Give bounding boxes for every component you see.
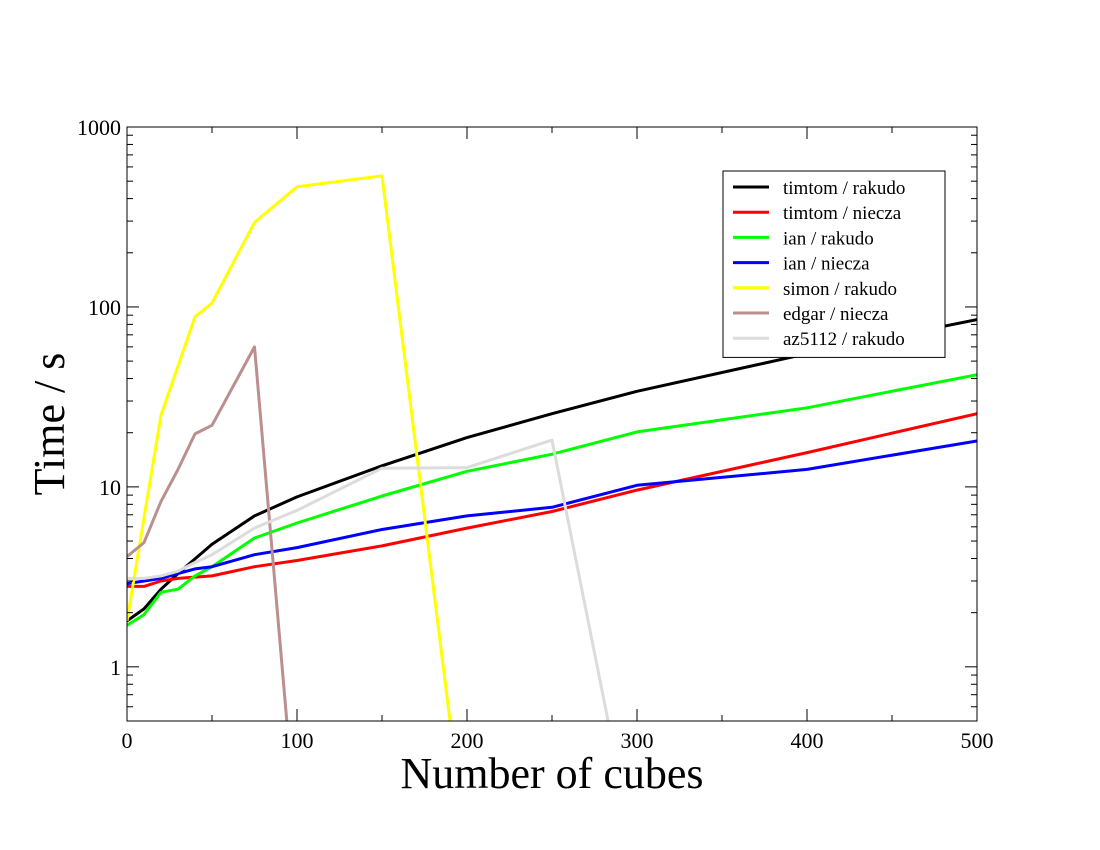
x-tick-label: 400: [791, 728, 824, 753]
y-axis-label: Time / s: [25, 353, 74, 496]
legend-label: timtom / rakudo: [783, 178, 905, 199]
series-line-edgar-niecza: [127, 345, 289, 721]
series-line-ian-rakudo: [127, 373, 977, 627]
legend-label: ian / rakudo: [783, 228, 874, 249]
x-tick-label: 100: [281, 728, 314, 753]
x-tick-label: 200: [451, 728, 484, 753]
legend: timtom / rakudo timtom / niecza ian / raku…: [722, 170, 946, 358]
series-line-timtom-niecza: [127, 412, 977, 588]
legend-box: [722, 170, 946, 358]
y-tick-label: 1000: [77, 115, 121, 140]
series-line-az5112-rakudo: [127, 438, 610, 721]
legend-label: edgar / niecza: [783, 304, 889, 325]
legend-label: simon / rakudo: [783, 279, 897, 300]
x-tick-label: 500: [961, 728, 994, 753]
y-tick-label: 100: [88, 295, 121, 320]
series-line-simon-rakudo: [127, 174, 452, 721]
series-layer: [127, 174, 977, 721]
legend-label: az5112 / rakudo: [783, 329, 905, 350]
y-tick-label: 10: [99, 475, 121, 500]
plot-frame: [126, 126, 978, 722]
axis-layer: 0 100 200 300 400 500 1 10 100 1000: [77, 115, 994, 753]
y-tick-label: 1: [110, 655, 121, 680]
x-tick-label: 0: [122, 728, 133, 753]
series-line-ian-niecza: [127, 439, 977, 586]
legend-label: ian / niecza: [783, 254, 870, 275]
series-line-timtom-rakudo: [127, 318, 977, 623]
x-tick-label: 300: [621, 728, 654, 753]
legend-label: timtom / niecza: [783, 203, 902, 224]
x-axis-label: Number of cubes: [400, 749, 703, 798]
